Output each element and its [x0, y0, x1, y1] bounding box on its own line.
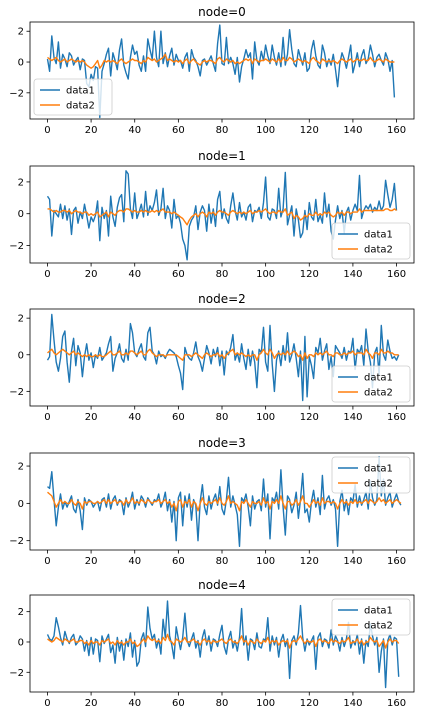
subplot-node-4: node=40 20 40 60 80 100 120 140 160−202 data1data…	[9, 578, 415, 709]
legend-label: data1	[364, 373, 393, 384]
x-tick-label: 140	[343, 269, 362, 280]
y-tick-label: 0	[18, 209, 24, 220]
x-tick-label: 20	[85, 412, 98, 423]
x-tick-label: 60	[172, 125, 185, 136]
y-tick-label: 0	[18, 637, 24, 648]
x-tick-label: 100	[256, 698, 275, 709]
x-tick-label: 80	[216, 125, 229, 136]
y-tick-label: 2	[18, 462, 24, 473]
x-tick-label: 120	[300, 125, 319, 136]
y-tick-label: 2	[18, 607, 24, 618]
x-tick-label: 140	[343, 698, 362, 709]
x-tick-label: 120	[300, 412, 319, 423]
x-tick-label: 60	[172, 269, 185, 280]
series-line-data2	[47, 491, 402, 512]
subplot-title: node=3	[198, 436, 246, 450]
legend-label: data2	[364, 479, 393, 490]
legend: data1 data2	[331, 456, 411, 494]
x-tick-label: 40	[128, 125, 141, 136]
x-tick-label: 40	[128, 269, 141, 280]
legend: data1 data2	[331, 222, 411, 260]
x-tick-label: 160	[387, 412, 406, 423]
series-line-data2	[47, 348, 399, 361]
x-tick-label: 160	[387, 125, 406, 136]
subplot-node-1: node=10 20 40 60 80 100 120 140 160−202data1data…	[9, 149, 415, 280]
x-tick-label: 160	[387, 269, 406, 280]
x-tick-label: 100	[256, 556, 275, 567]
series-line-data1	[46, 600, 400, 689]
x-tick-label: 60	[172, 556, 185, 567]
y-tick-label: 0	[18, 58, 24, 69]
legend: data1 data2	[33, 78, 113, 116]
x-tick-label: 80	[216, 269, 229, 280]
x-tick-label: 20	[85, 698, 98, 709]
x-tick-label: 140	[343, 125, 362, 136]
series-line-data2	[47, 208, 397, 226]
x-tick-label: 40	[128, 556, 141, 567]
x-tick-label: 80	[216, 412, 229, 423]
subplot-node-2: node=20 20 40 60 80 100 120 140 160−202data1data…	[9, 292, 415, 423]
legend-label: data1	[364, 606, 393, 617]
y-tick-label: 0	[18, 350, 24, 361]
x-tick-label: 20	[85, 269, 98, 280]
x-tick-label: 80	[216, 698, 229, 709]
y-tick-label: −2	[9, 241, 24, 252]
x-tick-label: 160	[387, 698, 406, 709]
x-tick-label: 120	[300, 269, 319, 280]
x-tick-label: 0	[44, 125, 50, 136]
x-tick-label: 100	[256, 269, 275, 280]
y-tick-label: 2	[18, 314, 24, 325]
series-line-data2	[47, 53, 395, 69]
y-tick-label: 2	[18, 177, 24, 188]
y-tick-label: −2	[9, 387, 24, 398]
x-tick-label: 60	[172, 412, 185, 423]
subplot-title: node=2	[198, 292, 246, 306]
x-tick-label: 140	[343, 412, 362, 423]
x-tick-label: 120	[300, 556, 319, 567]
legend-label: data1	[66, 86, 95, 97]
legend-box	[33, 78, 113, 116]
x-tick-label: 0	[44, 412, 50, 423]
x-tick-label: 60	[172, 698, 185, 709]
x-tick-label: 0	[44, 269, 50, 280]
legend-label: data1	[364, 464, 393, 475]
x-tick-label: 80	[216, 556, 229, 567]
legend: data1 data2	[331, 598, 411, 636]
subplot-title: node=1	[198, 149, 246, 163]
y-tick-label: −2	[9, 536, 24, 547]
y-tick-label: −2	[9, 668, 24, 679]
y-tick-label: −2	[9, 88, 24, 99]
legend-label: data2	[364, 245, 393, 256]
x-tick-label: 20	[85, 556, 98, 567]
subplot-node-3: node=30 20 40 60 80 100 120 140 160−202 data1data…	[9, 436, 415, 567]
subplot-title: node=0	[198, 5, 246, 19]
y-tick-label: 2	[18, 27, 24, 38]
legend: data1 data2	[331, 365, 411, 403]
x-tick-label: 20	[85, 125, 98, 136]
x-tick-label: 140	[343, 556, 362, 567]
x-tick-label: 100	[256, 412, 275, 423]
series-line-data1	[46, 313, 400, 402]
x-tick-label: 40	[128, 412, 141, 423]
x-tick-label: 100	[256, 125, 275, 136]
x-tick-label: 0	[44, 698, 50, 709]
subplot-title: node=4	[198, 578, 246, 592]
legend-label: data2	[66, 101, 95, 112]
legend-box	[331, 456, 411, 494]
x-tick-label: 160	[387, 556, 406, 567]
x-tick-label: 40	[128, 698, 141, 709]
x-tick-label: 0	[44, 556, 50, 567]
legend-label: data2	[364, 621, 393, 632]
series-line-data1	[46, 24, 396, 119]
legend-box	[331, 598, 411, 636]
subplot-node-0: node=00 20 40 60 80 100 120 140 160−202data1data…	[9, 5, 415, 136]
series-line-data2	[47, 633, 400, 649]
legend-label: data2	[364, 388, 393, 399]
x-tick-label: 120	[300, 698, 319, 709]
legend-label: data1	[364, 230, 393, 241]
y-tick-label: 0	[18, 499, 24, 510]
legend-box	[331, 365, 411, 403]
legend-box	[331, 222, 411, 260]
